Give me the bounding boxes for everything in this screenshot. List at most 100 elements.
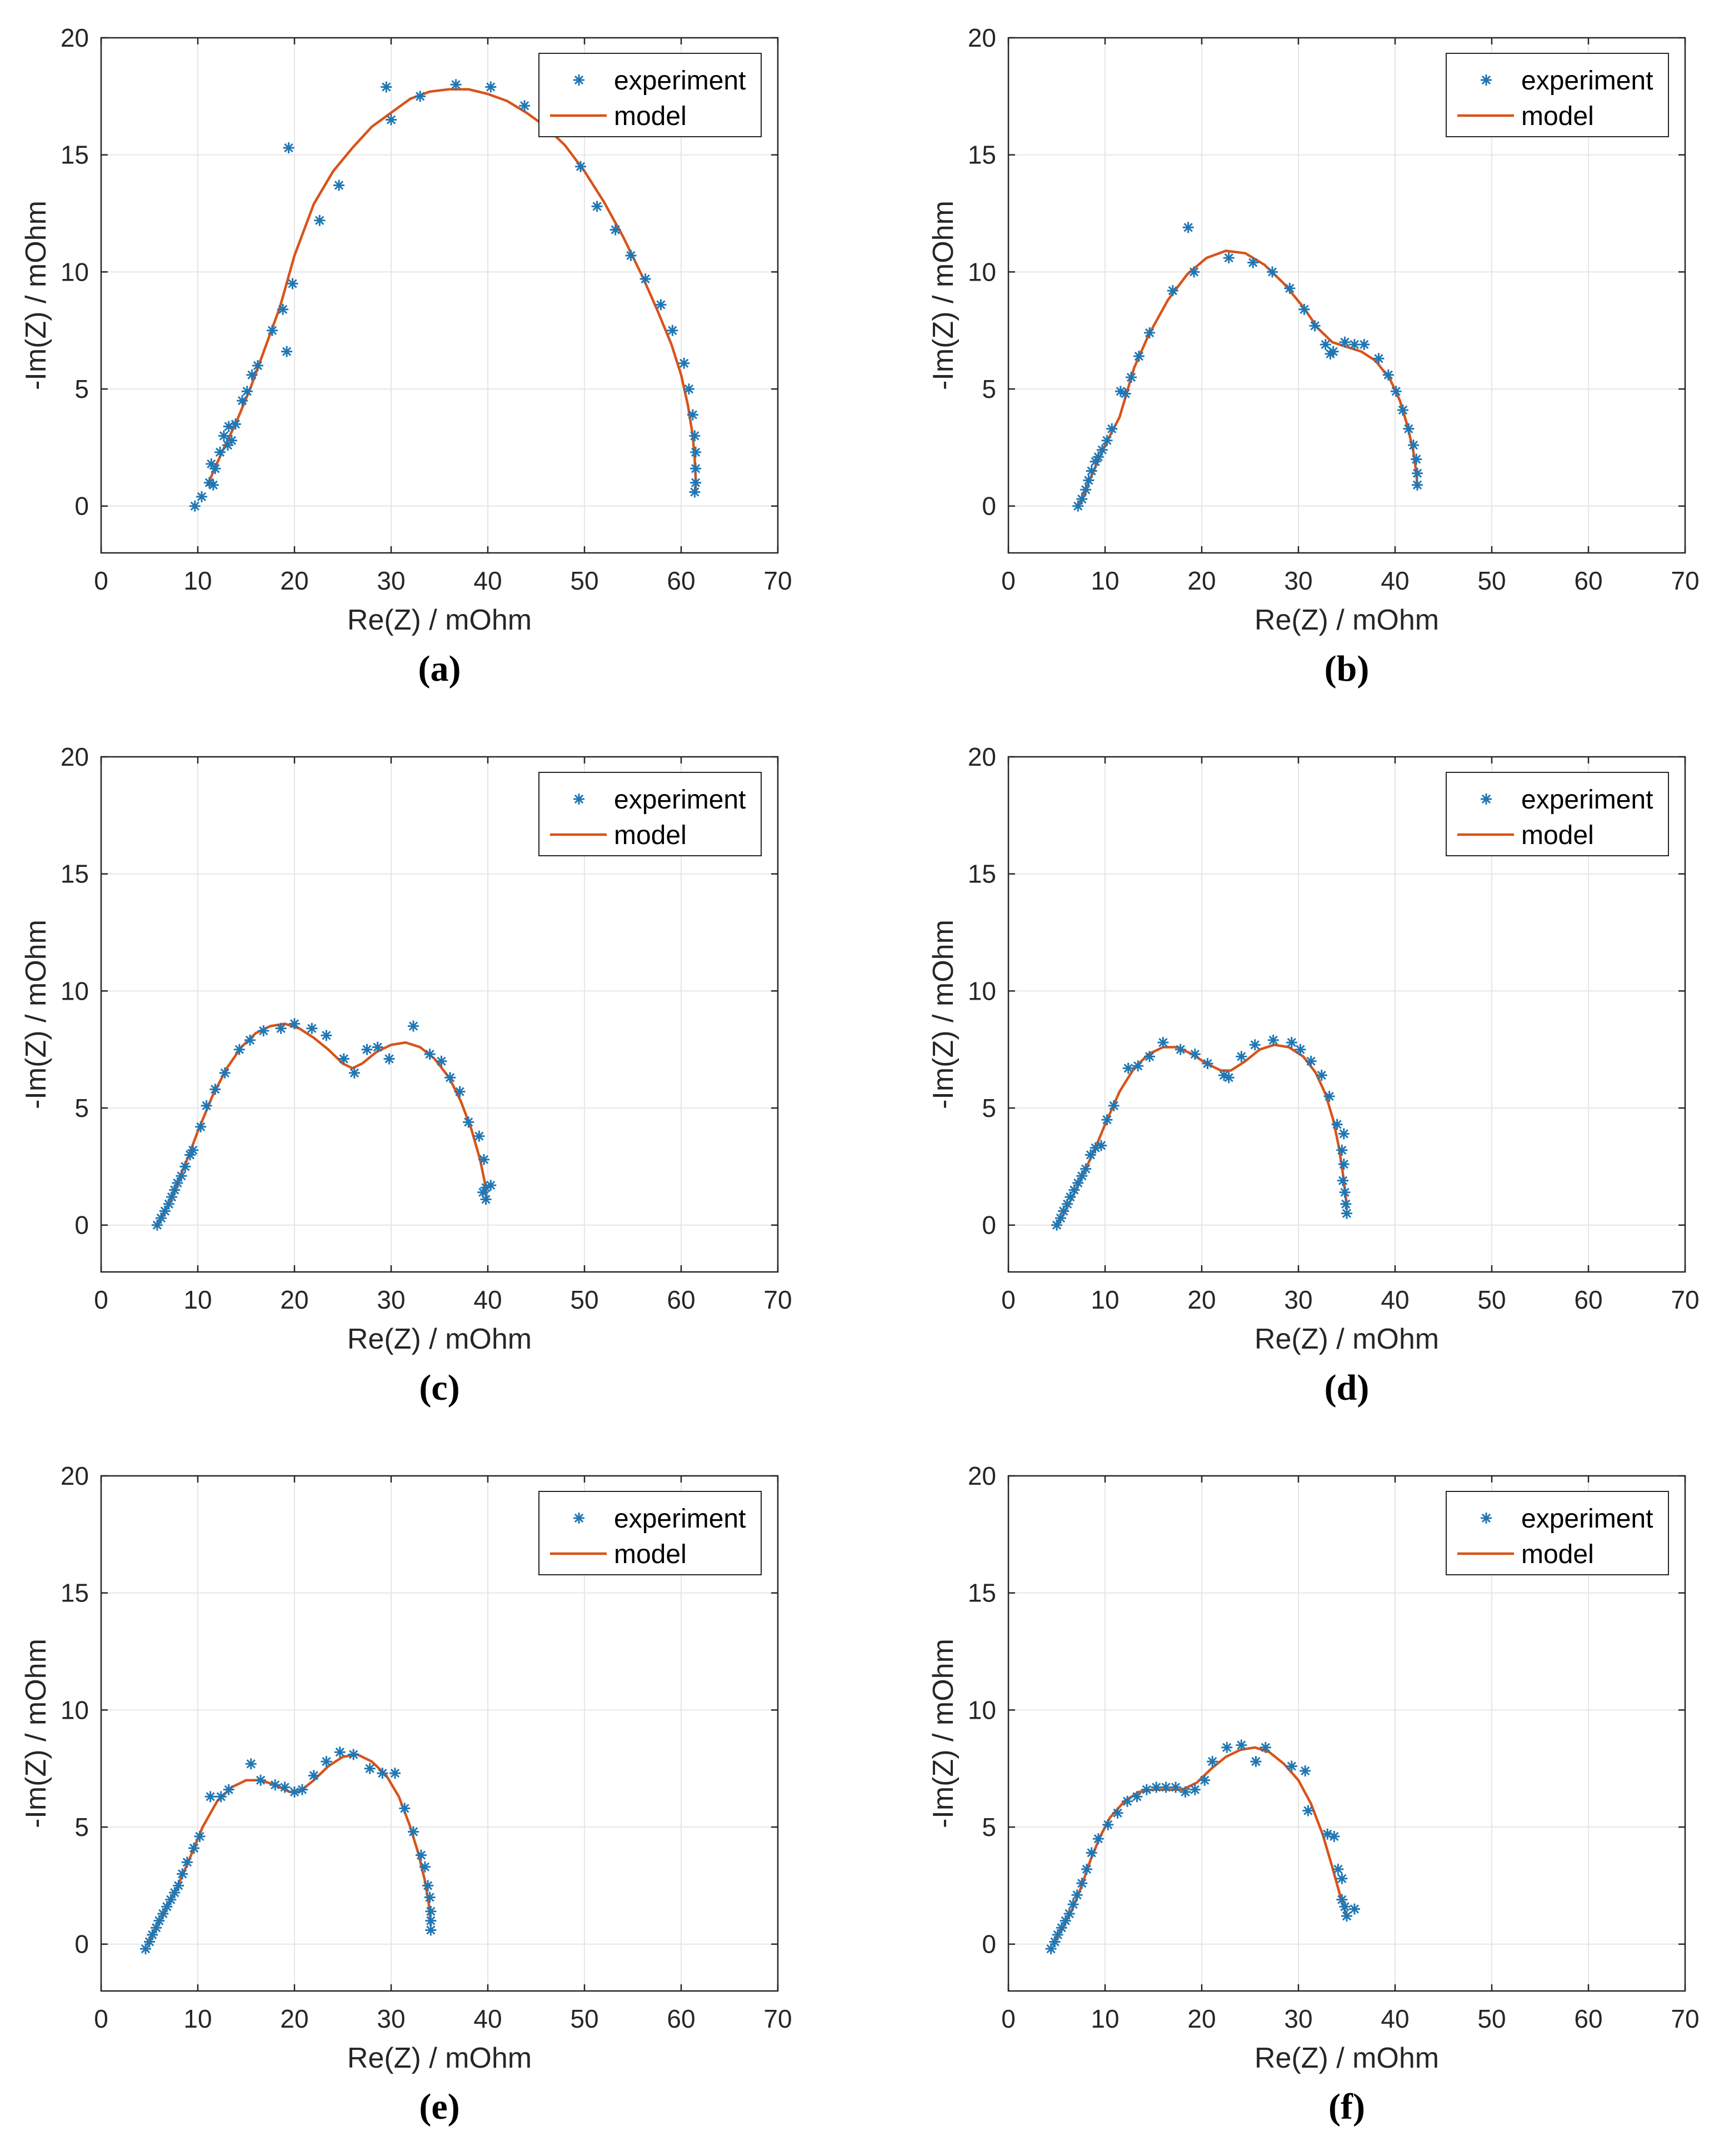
asterisk-stroke xyxy=(1350,340,1360,350)
experiment-point xyxy=(1300,1765,1311,1776)
asterisk-stroke xyxy=(1065,1909,1074,1919)
experiment-point xyxy=(314,214,326,226)
y-tick-label: 15 xyxy=(61,860,89,889)
y-tick-label: 20 xyxy=(968,742,996,771)
asterisk-stroke xyxy=(1404,424,1413,433)
model-line xyxy=(157,1022,488,1226)
asterisk-stroke xyxy=(1360,340,1369,350)
y-tick-label: 0 xyxy=(982,1211,996,1240)
x-tick-label: 60 xyxy=(667,566,695,595)
legend: experiment model xyxy=(1446,772,1669,856)
asterisk-stroke xyxy=(1303,1806,1313,1815)
asterisk-stroke xyxy=(170,1888,179,1898)
asterisk-stroke xyxy=(408,1827,418,1836)
experiment-point xyxy=(678,357,690,369)
y-axis-label: -Im(Z) / mOhm xyxy=(927,1639,960,1828)
asterisk-stroke xyxy=(1342,1912,1352,1921)
axes-box xyxy=(1007,756,1686,1273)
experiment-point xyxy=(1051,1219,1062,1231)
asterisk-stroke xyxy=(1109,1101,1118,1110)
asterisk-stroke xyxy=(1224,1073,1233,1082)
asterisk-stroke xyxy=(208,480,218,490)
y-tick-label: 15 xyxy=(968,1579,996,1608)
asterisk-stroke xyxy=(334,181,344,190)
asterisk-stroke xyxy=(420,1862,430,1871)
experiment-point xyxy=(1348,338,1360,350)
experiment-point xyxy=(609,224,621,236)
asterisk-stroke xyxy=(455,1087,464,1096)
y-tick-label: 15 xyxy=(968,860,996,889)
y-tick-label: 0 xyxy=(74,1211,89,1240)
experiment-point xyxy=(386,114,397,126)
experiment-point xyxy=(667,325,678,336)
y-axis-label: -Im(Z) / mOhm xyxy=(20,920,52,1109)
experiment-point xyxy=(201,1100,212,1111)
experiment-point xyxy=(1133,351,1145,362)
y-tick-label: 5 xyxy=(982,1813,996,1841)
experiment-point xyxy=(245,1758,257,1770)
asterisk-stroke xyxy=(1301,1766,1310,1776)
experiment-point xyxy=(1076,1878,1088,1889)
asterisk-stroke xyxy=(1059,1206,1068,1216)
asterisk-stroke xyxy=(216,1792,226,1801)
asterisk-stroke xyxy=(1219,1070,1229,1080)
asterisk-stroke xyxy=(1121,389,1130,398)
experiment-point xyxy=(1382,369,1394,381)
asterisk-stroke xyxy=(1171,1783,1181,1792)
experiment-point xyxy=(308,1770,319,1781)
asterisk-stroke xyxy=(1398,405,1408,415)
legend-model-label: model xyxy=(1521,1540,1594,1569)
asterisk-stroke xyxy=(656,300,666,310)
asterisk-stroke xyxy=(1113,1808,1122,1818)
experiment-point xyxy=(485,81,497,93)
asterisk-stroke xyxy=(182,1858,192,1867)
asterisk-stroke xyxy=(486,82,496,92)
experiment-point xyxy=(575,161,587,172)
experiment-point xyxy=(241,386,253,397)
experiment-point xyxy=(1102,1819,1114,1830)
panel-label: (b) xyxy=(1325,648,1370,689)
experiment-series xyxy=(1051,1034,1352,1231)
asterisk-stroke xyxy=(1250,1040,1260,1050)
asterisk-stroke xyxy=(574,75,584,85)
asterisk-stroke xyxy=(1300,305,1309,314)
experiment-point xyxy=(1076,1170,1088,1182)
experiment-point xyxy=(383,1053,395,1065)
chart-panel-d: 0 10 20 30 40 50 60 70 0 5 10 15 20 Re(Z) / mOhm -Im(Z… xyxy=(927,742,1700,1408)
legend-experiment-marker xyxy=(573,74,584,86)
x-tick-label: 40 xyxy=(1381,1285,1409,1314)
model-line xyxy=(206,88,697,493)
asterisk-stroke xyxy=(1183,223,1193,232)
x-tick-label: 30 xyxy=(1284,2004,1312,2033)
legend-model-label: model xyxy=(614,1540,687,1569)
asterisk-stroke xyxy=(1097,445,1107,455)
experiment-point xyxy=(436,1055,447,1067)
asterisk-stroke xyxy=(1126,372,1136,382)
asterisk-stroke xyxy=(474,1131,484,1141)
asterisk-stroke xyxy=(641,274,650,284)
asterisk-stroke xyxy=(1412,480,1422,490)
experiment-series xyxy=(140,1746,437,1955)
experiment-point xyxy=(1141,1784,1152,1795)
asterisk-stroke xyxy=(486,1180,496,1190)
y-tick-label: 10 xyxy=(968,257,996,286)
asterisk-stroke xyxy=(1103,1820,1113,1829)
asterisk-stroke xyxy=(451,80,461,89)
asterisk-stroke xyxy=(195,1831,204,1841)
asterisk-stroke xyxy=(1339,1160,1348,1169)
experiment-point xyxy=(1336,1144,1348,1156)
asterisk-stroke xyxy=(280,1783,289,1792)
asterisk-stroke xyxy=(207,459,216,469)
asterisk-stroke xyxy=(1341,1199,1351,1209)
asterisk-stroke xyxy=(1203,1059,1212,1069)
asterisk-stroke xyxy=(1310,321,1320,331)
x-tick-label: 40 xyxy=(473,2004,502,2033)
experiment-point xyxy=(1309,320,1321,332)
experiment-point xyxy=(1071,1889,1083,1901)
x-tick-label: 40 xyxy=(473,566,502,595)
asterisk-stroke xyxy=(1176,1045,1185,1054)
experiment-point xyxy=(233,1044,245,1055)
asterisk-stroke xyxy=(386,115,396,124)
experiment-point xyxy=(690,463,702,475)
asterisk-stroke xyxy=(284,143,293,153)
